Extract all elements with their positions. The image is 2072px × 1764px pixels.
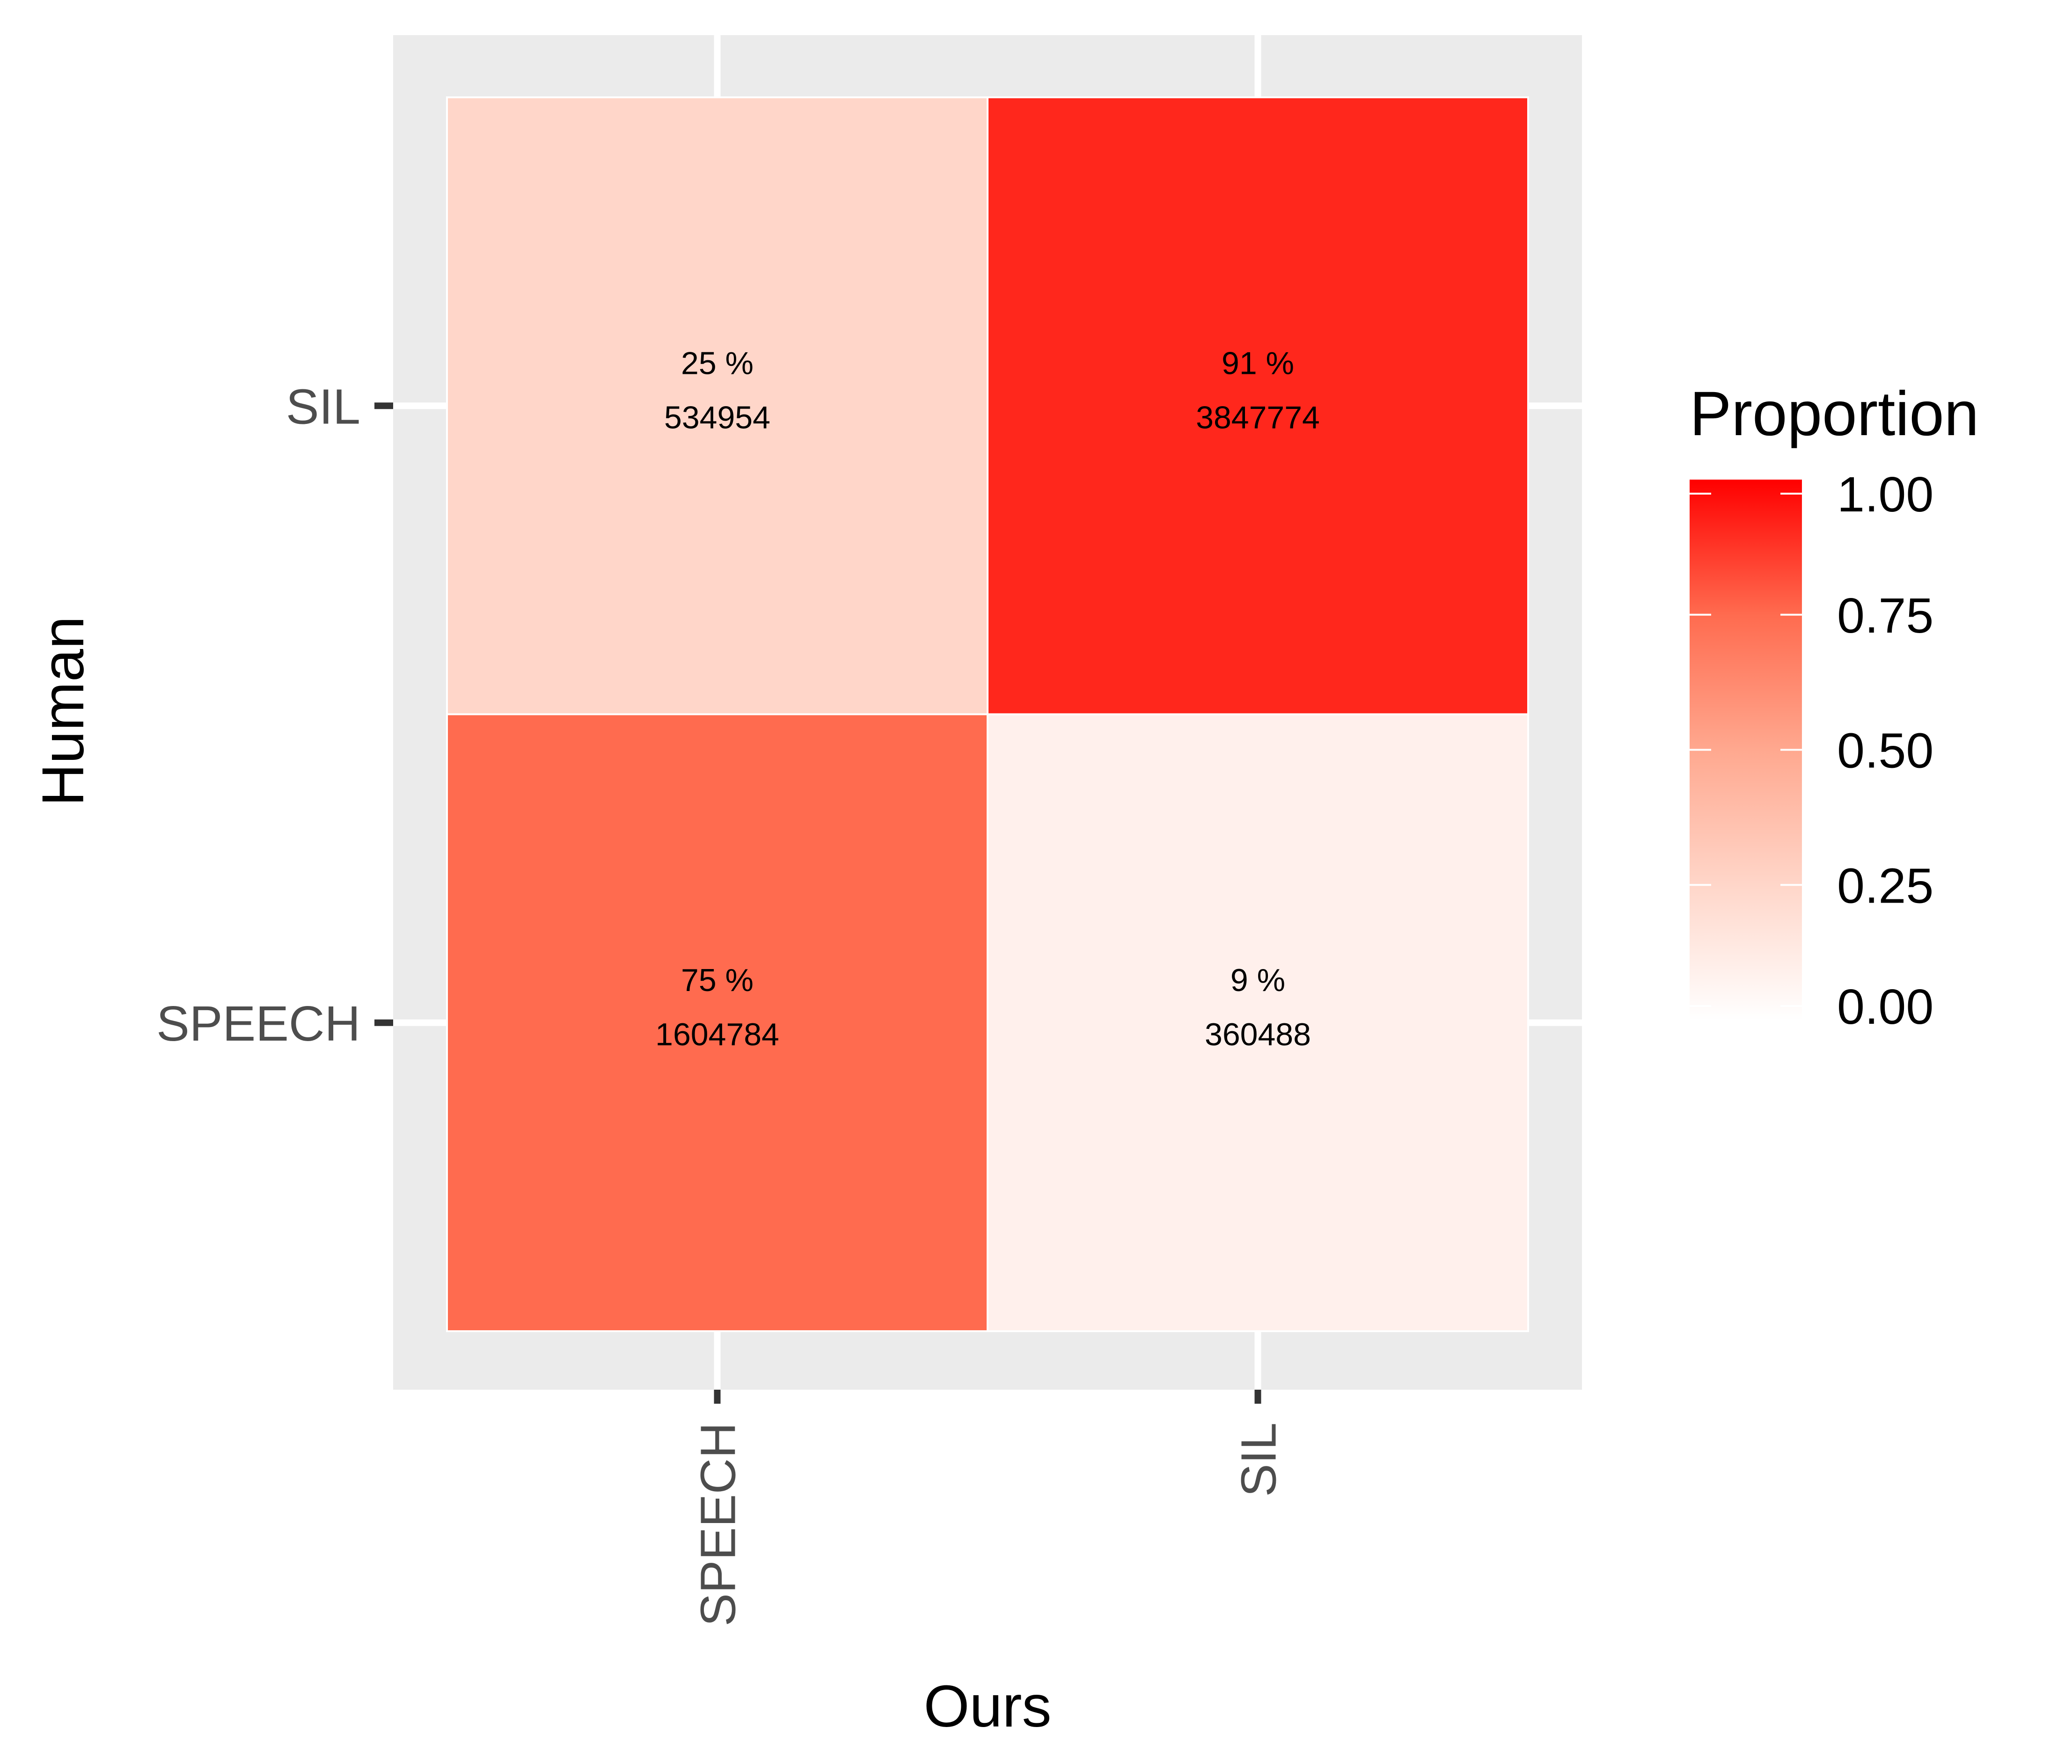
cell-speech-sil-percent-label: 9 %: [1230, 962, 1285, 998]
cell-speech-speech: [446, 713, 988, 1332]
x-axis-title: Ours: [923, 1673, 1051, 1739]
y-axis: SIL SPEECH: [156, 379, 393, 1051]
cell-speech-sil-count-label: 360488: [1205, 1017, 1311, 1052]
cell-speech-sil: [987, 713, 1529, 1332]
cell-sil-sil: [987, 96, 1529, 715]
y-tick-label-sil: SIL: [286, 379, 360, 434]
legend-tick-label-0-25: 0.25: [1837, 858, 1933, 913]
cell-speech-speech-percent-label: 75 %: [681, 962, 754, 998]
legend-ticks: 1.00 0.75 0.50 0.25 0.00: [1690, 467, 1933, 1035]
y-axis-title: Human: [30, 616, 96, 806]
x-axis: SPEECH SIL: [691, 1390, 1287, 1626]
legend-tick-label-0-75: 0.75: [1837, 588, 1933, 643]
cell-sil-speech-percent-label: 25 %: [681, 345, 754, 381]
legend-tick-label-1-00: 1.00: [1837, 467, 1933, 522]
cell-sil-sil-percent-label: 91 %: [1222, 345, 1294, 381]
cell-sil-sil-count-label: 3847774: [1196, 400, 1320, 435]
legend: Proportion 1.00 0.75 0.50 0.25 0.00: [1690, 379, 1979, 1035]
cell-speech-speech-count-label: 1604784: [655, 1017, 779, 1052]
cell-sil-speech-count-label: 534954: [664, 400, 770, 435]
legend-tick-label-0-00: 0.00: [1837, 979, 1933, 1035]
cell-labels: 25 % 534954 91 % 3847774 75 % 1604784 9 % 36048…: [655, 345, 1320, 1052]
heatmap-cells: [446, 96, 1529, 1332]
x-tick-label-sil: SIL: [1231, 1422, 1287, 1497]
legend-title: Proportion: [1690, 379, 1979, 449]
legend-tick-label-0-50: 0.50: [1837, 723, 1933, 779]
y-tick-label-speech: SPEECH: [156, 996, 360, 1051]
x-tick-label-speech: SPEECH: [691, 1422, 746, 1626]
